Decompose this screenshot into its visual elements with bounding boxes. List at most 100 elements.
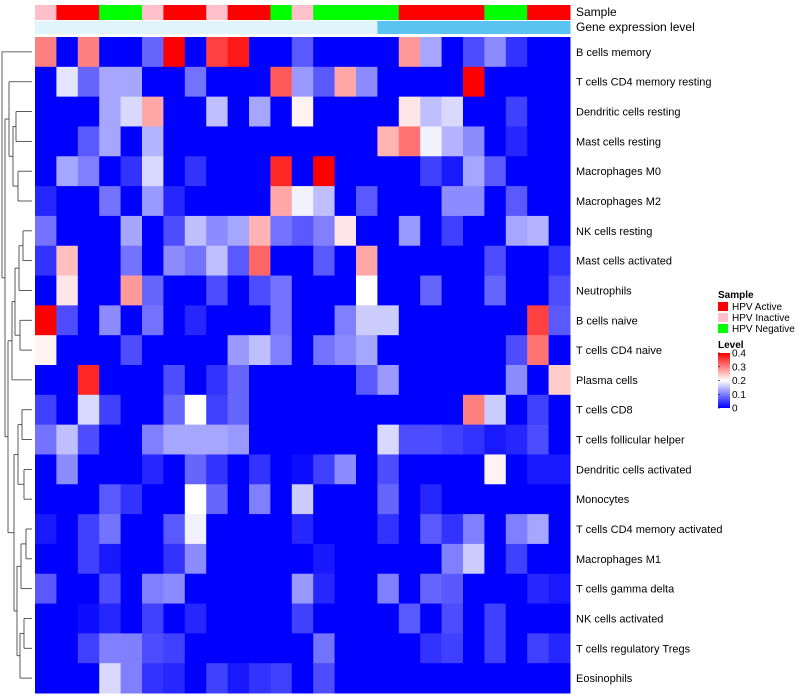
heatmap-cell: [227, 394, 250, 426]
heatmap-cell: [249, 275, 271, 306]
heatmap-cell: [291, 156, 314, 187]
heatmap-cell: [398, 37, 421, 68]
row-dendrogram: [1, 51, 32, 679]
sample-annotation-cell: [505, 5, 528, 20]
heatmap-cell: [420, 514, 443, 545]
heatmap-cell: [505, 603, 528, 634]
heatmap-cell: [56, 215, 79, 247]
heatmap-cell: [398, 633, 421, 664]
heatmap-cell: [120, 573, 143, 605]
heatmap-cell: [377, 66, 400, 98]
heatmap-cell: [77, 365, 100, 396]
row-label: Eosinophils: [576, 673, 633, 685]
heatmap-cell: [56, 275, 79, 306]
heatmap-cell: [99, 543, 122, 575]
heatmap-cell: [184, 424, 207, 455]
heatmap-cell: [142, 394, 164, 426]
heatmap-cell: [120, 663, 143, 694]
heatmap-cell: [398, 663, 421, 694]
heatmap-cell: [142, 245, 164, 277]
sample-annotation-cell: [334, 5, 357, 20]
heatmap-cell: [291, 454, 314, 485]
heatmap-cell: [377, 663, 400, 694]
heatmap-cell: [463, 454, 485, 485]
heatmap-cell: [56, 335, 79, 366]
heatmap-cell: [505, 484, 528, 515]
heatmap-cell: [249, 245, 271, 277]
expression-annotation-cell: [99, 21, 122, 34]
heatmap-cell: [163, 365, 186, 396]
heatmap-cell: [463, 335, 485, 366]
heatmap-cell: [356, 186, 378, 217]
heatmap-cell: [313, 394, 336, 426]
heatmap-cell: [420, 156, 443, 187]
heatmap-cells: [35, 37, 571, 694]
heatmap-cell: [377, 96, 400, 127]
heatmap-cell: [270, 215, 293, 247]
heatmap-cell: [377, 275, 400, 306]
heatmap-cell: [77, 424, 100, 455]
heatmap-cell: [356, 573, 378, 605]
heatmap-cell: [120, 215, 143, 247]
heatmap-cell: [548, 394, 571, 426]
heatmap-cell: [56, 365, 79, 396]
heatmap-cell: [249, 365, 271, 396]
heatmap-cell: [120, 126, 143, 157]
heatmap-cell: [142, 484, 164, 515]
heatmap-cell: [484, 186, 507, 217]
row-labels: B cells memory T cells CD4 memory resting…: [576, 47, 723, 685]
heatmap-cell: [206, 335, 229, 366]
heatmap-cell: [77, 156, 100, 187]
heatmap-cell: [120, 96, 143, 127]
heatmap-cell: [377, 245, 400, 277]
heatmap-cell: [249, 663, 271, 694]
sample-annotation-cell: [56, 5, 79, 20]
heatmap-cell: [99, 424, 122, 455]
heatmap-cell: [206, 186, 229, 217]
legend-level-ticks: 0.4 0.3 0.2 0.1 0: [718, 349, 746, 415]
heatmap-cell: [548, 365, 571, 396]
expression-annotation-cell: [291, 21, 314, 34]
heatmap-cell: [184, 394, 207, 426]
heatmap-cell: [120, 156, 143, 187]
heatmap-cell: [249, 573, 271, 605]
heatmap-cell: [206, 454, 229, 485]
heatmap-cell: [99, 126, 122, 157]
heatmap-cell: [291, 365, 314, 396]
heatmap-cell: [56, 186, 79, 217]
legend-level-title: Level: [718, 340, 744, 351]
heatmap-cell: [313, 66, 336, 98]
heatmap-cell: [463, 96, 485, 127]
legend-swatch-hpv-active: [718, 302, 728, 311]
heatmap-cell: [548, 37, 571, 68]
heatmap-cell: [77, 633, 100, 664]
legend: Sample HPV Active HPV Inactive HPV Negat…: [718, 290, 795, 415]
heatmap-cell: [334, 514, 357, 545]
heatmap-cell: [441, 543, 464, 575]
heatmap-cell: [270, 126, 293, 157]
heatmap-cell: [484, 305, 507, 336]
sample-annotation-cell: [249, 5, 271, 20]
heatmap-cell: [377, 514, 400, 545]
heatmap-cell: [527, 603, 550, 634]
heatmap-cell: [463, 633, 485, 664]
sample-annotation-cell: [270, 5, 293, 20]
heatmap-cell: [334, 305, 357, 336]
heatmap-cell: [548, 215, 571, 247]
heatmap-cell: [356, 305, 378, 336]
heatmap-cell: [120, 245, 143, 277]
heatmap-cell: [206, 37, 229, 68]
heatmap-cell: [463, 603, 485, 634]
sample-annotation-cell: [142, 5, 164, 20]
heatmap-cell: [356, 215, 378, 247]
heatmap-cell: [356, 126, 378, 157]
heatmap-cell: [505, 335, 528, 366]
heatmap-cell: [527, 663, 550, 694]
heatmap-cell: [184, 454, 207, 485]
heatmap-cell: [56, 573, 79, 605]
heatmap-cell: [313, 186, 336, 217]
heatmap-cell: [35, 186, 57, 217]
heatmap-cell: [249, 603, 271, 634]
heatmap-cell: [398, 424, 421, 455]
heatmap-cell: [313, 484, 336, 515]
